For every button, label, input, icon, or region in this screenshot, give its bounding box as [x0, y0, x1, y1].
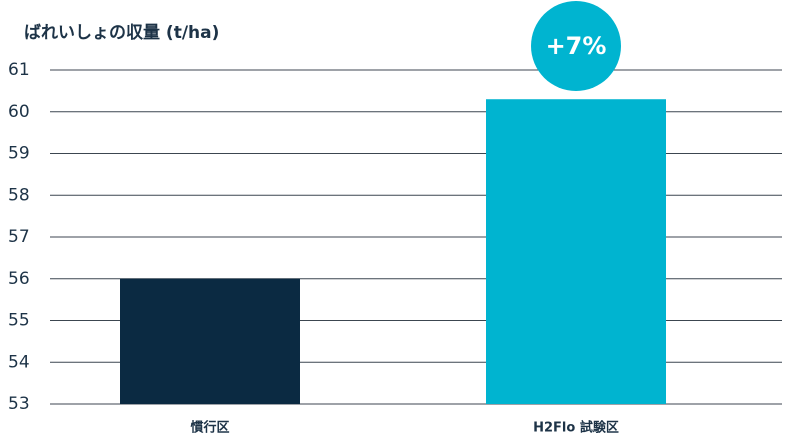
- bar: [486, 99, 666, 404]
- y-tick-label: 61: [8, 60, 30, 80]
- y-tick-label: 53: [8, 394, 30, 414]
- y-tick-label: 57: [8, 227, 30, 247]
- y-tick-label: 60: [8, 102, 30, 122]
- x-tick-label: 慣行区: [190, 420, 229, 436]
- y-tick-label: 54: [8, 352, 30, 372]
- annotation-badge: [531, 1, 621, 91]
- x-tick-label: H2Flo 試験区: [533, 420, 619, 436]
- y-tick-label: 58: [8, 185, 30, 205]
- annotation-label: +7%: [546, 32, 607, 60]
- chart-title: ばれいしょの収量 (t/ha): [24, 22, 219, 43]
- bar: [120, 278, 300, 404]
- y-tick-label: 56: [8, 269, 30, 289]
- y-tick-label: 59: [8, 144, 30, 164]
- y-tick-label: 55: [8, 311, 30, 331]
